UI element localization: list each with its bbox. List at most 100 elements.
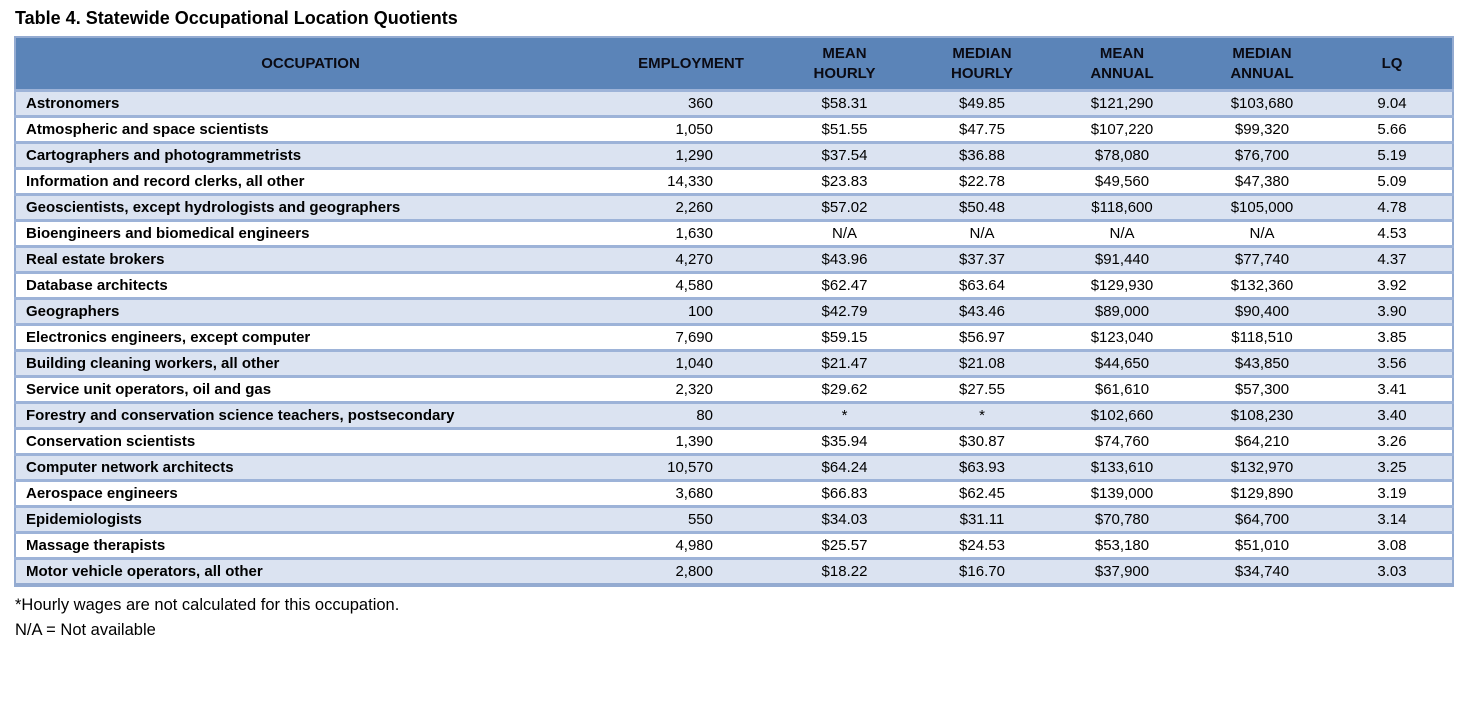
occupation-cell: Database architects — [26, 277, 168, 294]
table-row: Cartographers and photogrammetrists 1,290… — [15, 142, 1453, 169]
median-annual-cell: $105,000 — [1230, 199, 1294, 216]
table-row: Information and record clerks, all other… — [15, 168, 1453, 195]
mean-annual-cell: $107,220 — [1090, 121, 1154, 138]
mean-hourly-cell: N/A — [831, 225, 857, 242]
median-annual-cell: $132,970 — [1230, 459, 1294, 476]
table-body: Astronomers 360 $58.31 $49.85 $121,290 $103,6… — [15, 90, 1453, 585]
median-annual-cell: $103,680 — [1230, 95, 1294, 112]
employment-cell: 1,290 — [675, 147, 713, 164]
occupation-cell: Conservation scientists — [26, 433, 196, 450]
median-hourly-cell: $56.97 — [959, 329, 1005, 346]
mean-annual-cell: $37,900 — [1094, 563, 1150, 580]
median-annual-cell: $51,010 — [1234, 537, 1290, 554]
mean-hourly-cell: $51.55 — [821, 121, 868, 138]
occupation-cell: Massage therapists — [26, 537, 166, 554]
lq-cell: 3.25 — [1377, 459, 1407, 476]
employment-cell: 100 — [687, 303, 713, 320]
lq-cell: 5.09 — [1377, 173, 1407, 190]
median-annual-cell: $34,740 — [1234, 563, 1290, 580]
mean-hourly-cell: $66.83 — [821, 485, 868, 502]
table-row: Massage therapists 4,980 $25.57 $24.53 $53,1… — [15, 532, 1453, 559]
lq-cell: 5.19 — [1377, 147, 1407, 164]
table-row: Epidemiologists 550 $34.03 $31.11 $70,780 $64… — [15, 506, 1453, 533]
median-hourly-cell: $63.93 — [959, 459, 1005, 476]
mean-hourly-cell: $29.62 — [821, 381, 868, 398]
mean-hourly-cell: $18.22 — [821, 563, 868, 580]
median-hourly-cell: $21.08 — [959, 355, 1005, 372]
lq-cell: 3.19 — [1377, 485, 1407, 502]
footnote-asterisk: *Hourly wages are not calculated for thi… — [15, 596, 400, 614]
table-row: Computer network architects 10,570 $64.24 $… — [15, 454, 1453, 481]
table-row: Motor vehicle operators, all other 2,800 $… — [15, 558, 1453, 585]
footnote-na: N/A = Not available — [15, 620, 156, 639]
employment-cell: 360 — [687, 95, 713, 112]
table-row: Bioengineers and biomedical engineers 1,6… — [15, 220, 1453, 247]
lq-cell: 3.85 — [1377, 329, 1407, 346]
lq-cell: 9.04 — [1377, 95, 1407, 112]
column-header-mean-annual: MEAN ANNUAL — [1052, 37, 1192, 91]
median-annual-cell: $90,400 — [1234, 303, 1290, 320]
lq-cell: 3.26 — [1377, 433, 1407, 450]
column-header-median-annual: MEDIAN ANNUAL — [1192, 37, 1332, 91]
mean-hourly-cell: $42.79 — [821, 303, 868, 320]
table-row: Aerospace engineers 3,680 $66.83 $62.45 $139… — [15, 480, 1453, 507]
lq-cell: 4.37 — [1377, 251, 1407, 268]
median-annual-cell: $132,360 — [1230, 277, 1294, 294]
median-annual-cell: N/A — [1249, 225, 1275, 242]
median-hourly-cell: $30.87 — [959, 433, 1005, 450]
lq-cell: 3.41 — [1377, 381, 1407, 398]
mean-annual-cell: $44,650 — [1094, 355, 1150, 372]
employment-cell: 80 — [696, 407, 713, 424]
mean-annual-cell: $133,610 — [1090, 459, 1154, 476]
median-hourly-cell: $31.11 — [959, 511, 1005, 528]
lq-cell: 3.56 — [1377, 355, 1407, 372]
lq-cell: 4.78 — [1377, 199, 1407, 216]
table-row: Forestry and conservation science teache… — [15, 402, 1453, 429]
mean-annual-cell: $74,760 — [1094, 433, 1150, 450]
table-row: Building cleaning workers, all other 1,04… — [15, 350, 1453, 377]
mean-annual-cell: $70,780 — [1094, 511, 1150, 528]
employment-cell: 1,390 — [675, 433, 713, 450]
column-header-employment: EMPLOYMENT — [605, 37, 777, 91]
mean-hourly-cell: $21.47 — [821, 355, 868, 372]
table-row: Geoscientists, except hydrologists and g… — [15, 194, 1453, 221]
mean-hourly-cell: $64.24 — [821, 459, 868, 476]
table-title: Table 4. Statewide Occupational Location… — [15, 8, 458, 28]
mean-hourly-cell: $57.02 — [821, 199, 868, 216]
employment-cell: 14,330 — [667, 173, 713, 190]
occupation-cell: Real estate brokers — [26, 251, 165, 268]
table-row: Database architects 4,580 $62.47 $63.64 $129… — [15, 272, 1453, 299]
median-hourly-cell: $62.45 — [959, 485, 1005, 502]
lq-cell: 3.14 — [1377, 511, 1407, 528]
mean-hourly-cell: * — [841, 407, 848, 424]
mean-annual-cell: N/A — [1109, 225, 1135, 242]
median-hourly-cell: * — [979, 407, 985, 424]
lq-cell: 5.66 — [1377, 121, 1407, 138]
median-annual-cell: $43,850 — [1234, 355, 1290, 372]
occupation-cell: Geoscientists, except hydrologists and g… — [26, 199, 401, 216]
mean-annual-cell: $129,930 — [1090, 277, 1154, 294]
table-row: Atmospheric and space scientists 1,050 $51… — [15, 116, 1453, 143]
column-header-mean-hourly: MEAN HOURLY — [777, 37, 912, 91]
mean-annual-cell: $139,000 — [1090, 485, 1154, 502]
median-hourly-cell: $16.70 — [959, 563, 1005, 580]
mean-annual-cell: $49,560 — [1094, 173, 1150, 190]
mean-annual-cell: $61,610 — [1094, 381, 1150, 398]
lq-cell: 3.08 — [1377, 537, 1407, 554]
footnotes: *Hourly wages are not calculated for thi… — [15, 593, 1452, 643]
employment-cell: 4,580 — [675, 277, 713, 294]
table-header: OCCUPATION EMPLOYMENT MEAN HOURLY MEDIAN… — [15, 37, 1453, 91]
median-hourly-cell: $24.53 — [959, 537, 1005, 554]
occupation-cell: Aerospace engineers — [26, 485, 178, 502]
lq-cell: 4.53 — [1377, 225, 1407, 242]
occupation-cell: Astronomers — [26, 95, 120, 112]
mean-annual-cell: $53,180 — [1094, 537, 1150, 554]
median-annual-cell: $64,210 — [1234, 433, 1290, 450]
employment-cell: 550 — [687, 511, 713, 528]
median-hourly-cell: $49.85 — [959, 95, 1005, 112]
occupation-cell: Motor vehicle operators, all other — [26, 563, 263, 580]
mean-annual-cell: $123,040 — [1090, 329, 1154, 346]
mean-hourly-cell: $35.94 — [821, 433, 868, 450]
median-annual-cell: $57,300 — [1234, 381, 1290, 398]
